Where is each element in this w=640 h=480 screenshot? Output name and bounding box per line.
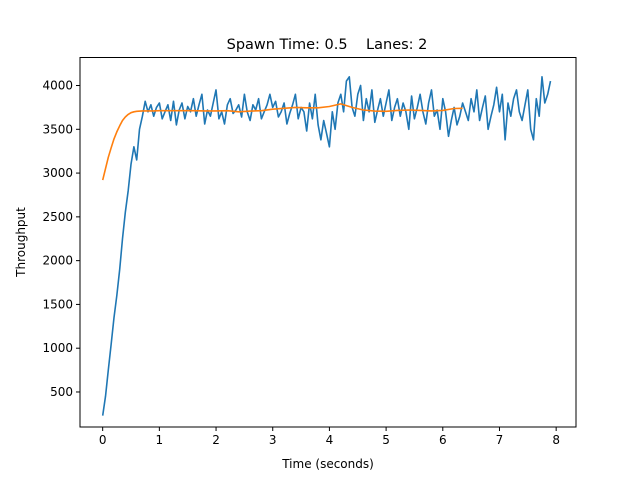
x-tick-label: 3	[269, 433, 277, 447]
x-axis-label: Time (seconds)	[281, 457, 374, 471]
x-tick-label: 0	[99, 433, 107, 447]
y-tick-label: 4000	[42, 79, 73, 93]
y-tick-label: 1500	[42, 297, 73, 311]
y-tick-label: 3000	[42, 166, 73, 180]
y-axis-label: Throughput	[14, 207, 28, 278]
y-tick-label: 1000	[42, 341, 73, 355]
series-line-1	[101, 76, 552, 416]
x-tick-label: 6	[439, 433, 447, 447]
x-tick-label: 4	[326, 433, 334, 447]
series-layer	[101, 76, 552, 416]
chart-title: Spawn Time: 0.5 Lanes: 2	[227, 37, 428, 53]
x-tick-label: 7	[496, 433, 504, 447]
x-axis: 0 1 2 3 4 5 6 7 8	[99, 427, 560, 447]
x-tick-label: 8	[552, 433, 560, 447]
y-tick-label: 3500	[42, 122, 73, 136]
y-tick-label: 2500	[42, 210, 73, 224]
y-axis: 500 1000 1500 2000 2500 3000 3500 4000	[42, 79, 80, 399]
y-tick-label: 2000	[42, 254, 73, 268]
y-tick-label: 500	[50, 385, 73, 399]
x-tick-label: 5	[382, 433, 390, 447]
plot-frame	[79, 57, 577, 428]
x-tick-label: 1	[156, 433, 164, 447]
series-line-2	[101, 103, 463, 181]
x-tick-label: 2	[212, 433, 220, 447]
